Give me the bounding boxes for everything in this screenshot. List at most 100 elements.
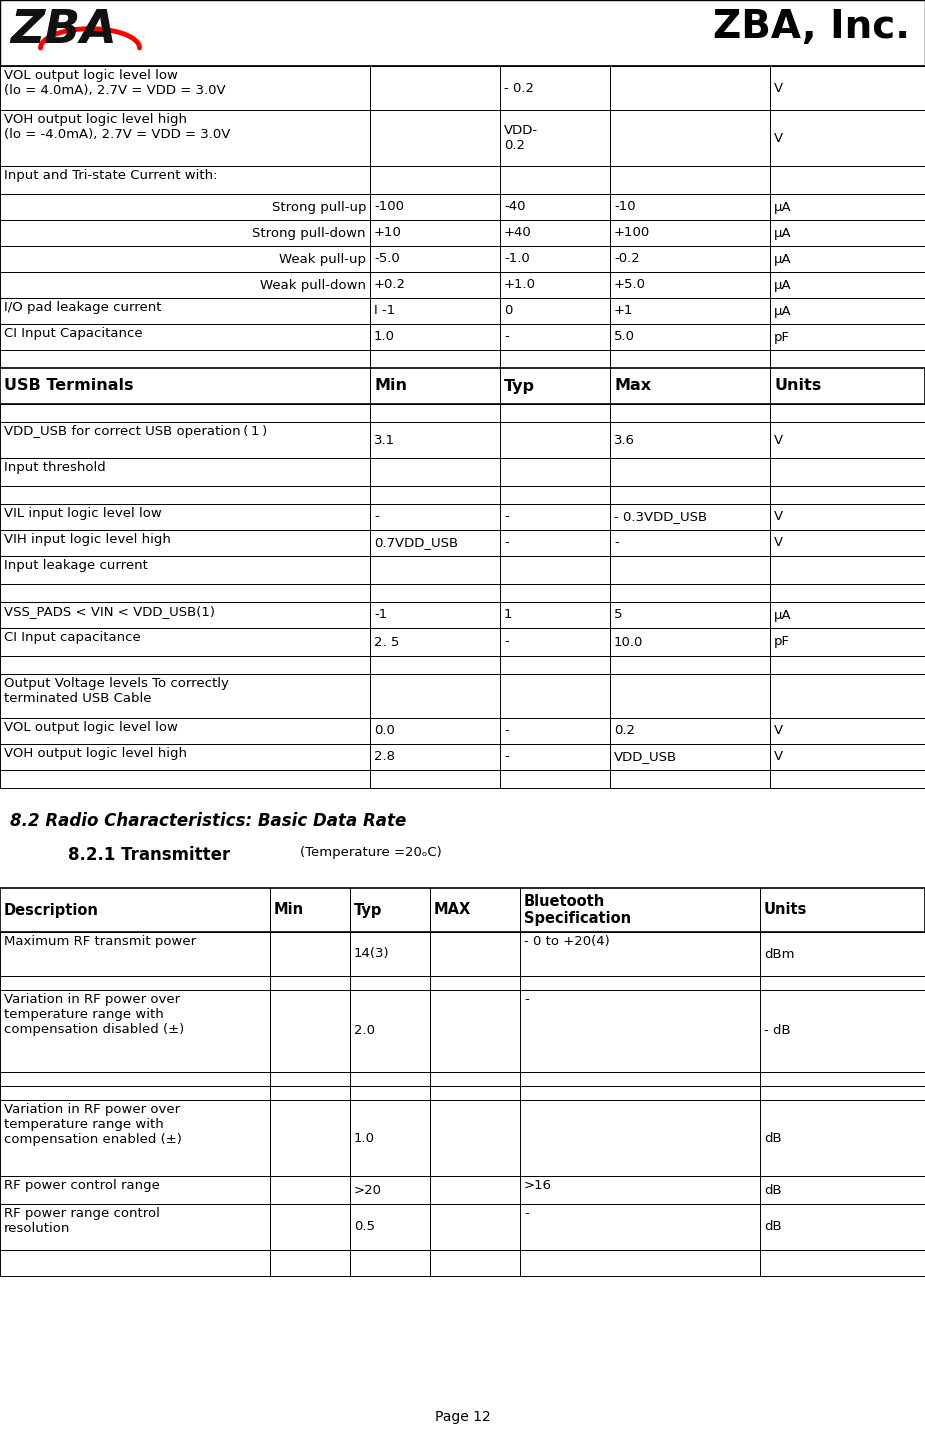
Text: -: - xyxy=(504,536,509,549)
Text: dB: dB xyxy=(764,1183,782,1196)
Text: I/O pad leakage current: I/O pad leakage current xyxy=(4,301,162,314)
Bar xyxy=(0,771,925,788)
Text: dBm: dBm xyxy=(764,947,795,960)
Text: 8.2 Radio Characteristics: Basic Data Rate: 8.2 Radio Characteristics: Basic Data Ra… xyxy=(10,813,406,830)
Bar xyxy=(0,422,925,458)
Bar xyxy=(0,350,925,367)
Text: VOL output logic level low: VOL output logic level low xyxy=(4,722,178,735)
Text: µA: µA xyxy=(774,227,792,240)
Text: V: V xyxy=(774,132,783,145)
Bar xyxy=(0,656,925,674)
Text: MAX: MAX xyxy=(434,902,471,918)
Text: µA: µA xyxy=(774,201,792,214)
Text: -: - xyxy=(504,635,509,648)
Text: 3.1: 3.1 xyxy=(374,434,395,447)
Text: +1.0: +1.0 xyxy=(504,279,536,292)
Text: 5.0: 5.0 xyxy=(614,331,635,344)
Text: 2.8: 2.8 xyxy=(374,750,395,763)
Text: Strong pull-down: Strong pull-down xyxy=(253,227,366,240)
Bar xyxy=(0,67,925,110)
Text: -100: -100 xyxy=(374,201,404,214)
Text: 5: 5 xyxy=(614,609,623,622)
Bar xyxy=(0,1176,925,1205)
Text: USB Terminals: USB Terminals xyxy=(4,379,133,393)
Text: CI Input Capacitance: CI Input Capacitance xyxy=(4,327,142,340)
Bar xyxy=(0,719,925,745)
Text: Input leakage current: Input leakage current xyxy=(4,560,148,573)
Text: -: - xyxy=(524,993,529,1006)
Text: pF: pF xyxy=(774,635,790,648)
Text: µA: µA xyxy=(774,305,792,318)
Text: VIL input logic level low: VIL input logic level low xyxy=(4,508,162,521)
Text: 14(3): 14(3) xyxy=(354,947,389,960)
Text: 8.2.1 Transmitter: 8.2.1 Transmitter xyxy=(68,846,230,865)
Bar xyxy=(0,557,925,584)
Text: -: - xyxy=(504,750,509,763)
Text: 10.0: 10.0 xyxy=(614,635,644,648)
Text: RF power range control
resolution: RF power range control resolution xyxy=(4,1207,160,1235)
Text: Typ: Typ xyxy=(354,902,382,918)
Text: 0.5: 0.5 xyxy=(354,1220,375,1233)
Text: Units: Units xyxy=(774,379,821,393)
Text: 0.2: 0.2 xyxy=(614,724,635,737)
Text: Min: Min xyxy=(374,379,407,393)
Text: 0.7VDD_USB: 0.7VDD_USB xyxy=(374,536,458,549)
Bar xyxy=(0,602,925,628)
Text: Variation in RF power over
temperature range with
compensation disabled (±): Variation in RF power over temperature r… xyxy=(4,993,184,1035)
Text: Strong pull-up: Strong pull-up xyxy=(272,201,366,214)
Bar xyxy=(0,110,925,166)
Text: 0.0: 0.0 xyxy=(374,724,395,737)
Bar xyxy=(0,272,925,298)
Text: VDD-
0.2: VDD- 0.2 xyxy=(504,124,538,152)
Text: ZBA: ZBA xyxy=(10,9,117,54)
Text: V: V xyxy=(774,724,783,737)
Text: +0.2: +0.2 xyxy=(374,279,406,292)
Text: Variation in RF power over
temperature range with
compensation enabled (±): Variation in RF power over temperature r… xyxy=(4,1103,182,1147)
Bar xyxy=(0,888,925,933)
Bar xyxy=(0,991,925,1071)
Text: µA: µA xyxy=(774,609,792,622)
Bar xyxy=(0,486,925,505)
Text: Min: Min xyxy=(274,902,304,918)
Bar xyxy=(0,674,925,719)
Bar xyxy=(0,745,925,771)
Bar xyxy=(0,1249,925,1275)
Text: Input and Tri-state Current with:: Input and Tri-state Current with: xyxy=(4,169,217,182)
Bar xyxy=(0,324,925,350)
Text: 2. 5: 2. 5 xyxy=(374,635,400,648)
Text: VOH output logic level high
(lo = -4.0mA), 2.7V = VDD = 3.0V: VOH output logic level high (lo = -4.0mA… xyxy=(4,113,230,142)
Text: +1: +1 xyxy=(614,305,634,318)
Bar xyxy=(0,298,925,324)
Text: VOH output logic level high: VOH output logic level high xyxy=(4,748,187,761)
Text: - dB: - dB xyxy=(764,1025,791,1037)
Text: +5.0: +5.0 xyxy=(614,279,646,292)
Bar xyxy=(0,458,925,486)
Text: RF power control range: RF power control range xyxy=(4,1178,160,1192)
Text: V: V xyxy=(774,510,783,523)
Text: VDD_USB: VDD_USB xyxy=(614,750,677,763)
Text: I -1: I -1 xyxy=(374,305,395,318)
Text: -1.0: -1.0 xyxy=(504,253,530,266)
Text: Maximum RF transmit power: Maximum RF transmit power xyxy=(4,936,196,949)
Text: VOL output logic level low
(lo = 4.0mA), 2.7V = VDD = 3.0V: VOL output logic level low (lo = 4.0mA),… xyxy=(4,69,226,97)
Text: -: - xyxy=(374,510,378,523)
Bar xyxy=(0,584,925,602)
Text: V: V xyxy=(774,750,783,763)
Text: pF: pF xyxy=(774,331,790,344)
Text: -: - xyxy=(524,1207,529,1220)
Text: Input threshold: Input threshold xyxy=(4,461,105,474)
Text: >20: >20 xyxy=(354,1183,382,1196)
Text: ZBA, Inc.: ZBA, Inc. xyxy=(713,9,910,46)
Bar xyxy=(0,403,925,422)
Bar xyxy=(0,367,925,403)
Text: Output Voltage levels To correctly
terminated USB Cable: Output Voltage levels To correctly termi… xyxy=(4,677,228,706)
Text: 2.0: 2.0 xyxy=(354,1025,375,1037)
Text: -1: -1 xyxy=(374,609,388,622)
Text: 1.0: 1.0 xyxy=(374,331,395,344)
Text: V: V xyxy=(774,434,783,447)
Bar xyxy=(0,1071,925,1086)
Bar xyxy=(0,505,925,531)
Bar xyxy=(0,166,925,194)
Bar xyxy=(0,531,925,557)
Text: dB: dB xyxy=(764,1132,782,1144)
